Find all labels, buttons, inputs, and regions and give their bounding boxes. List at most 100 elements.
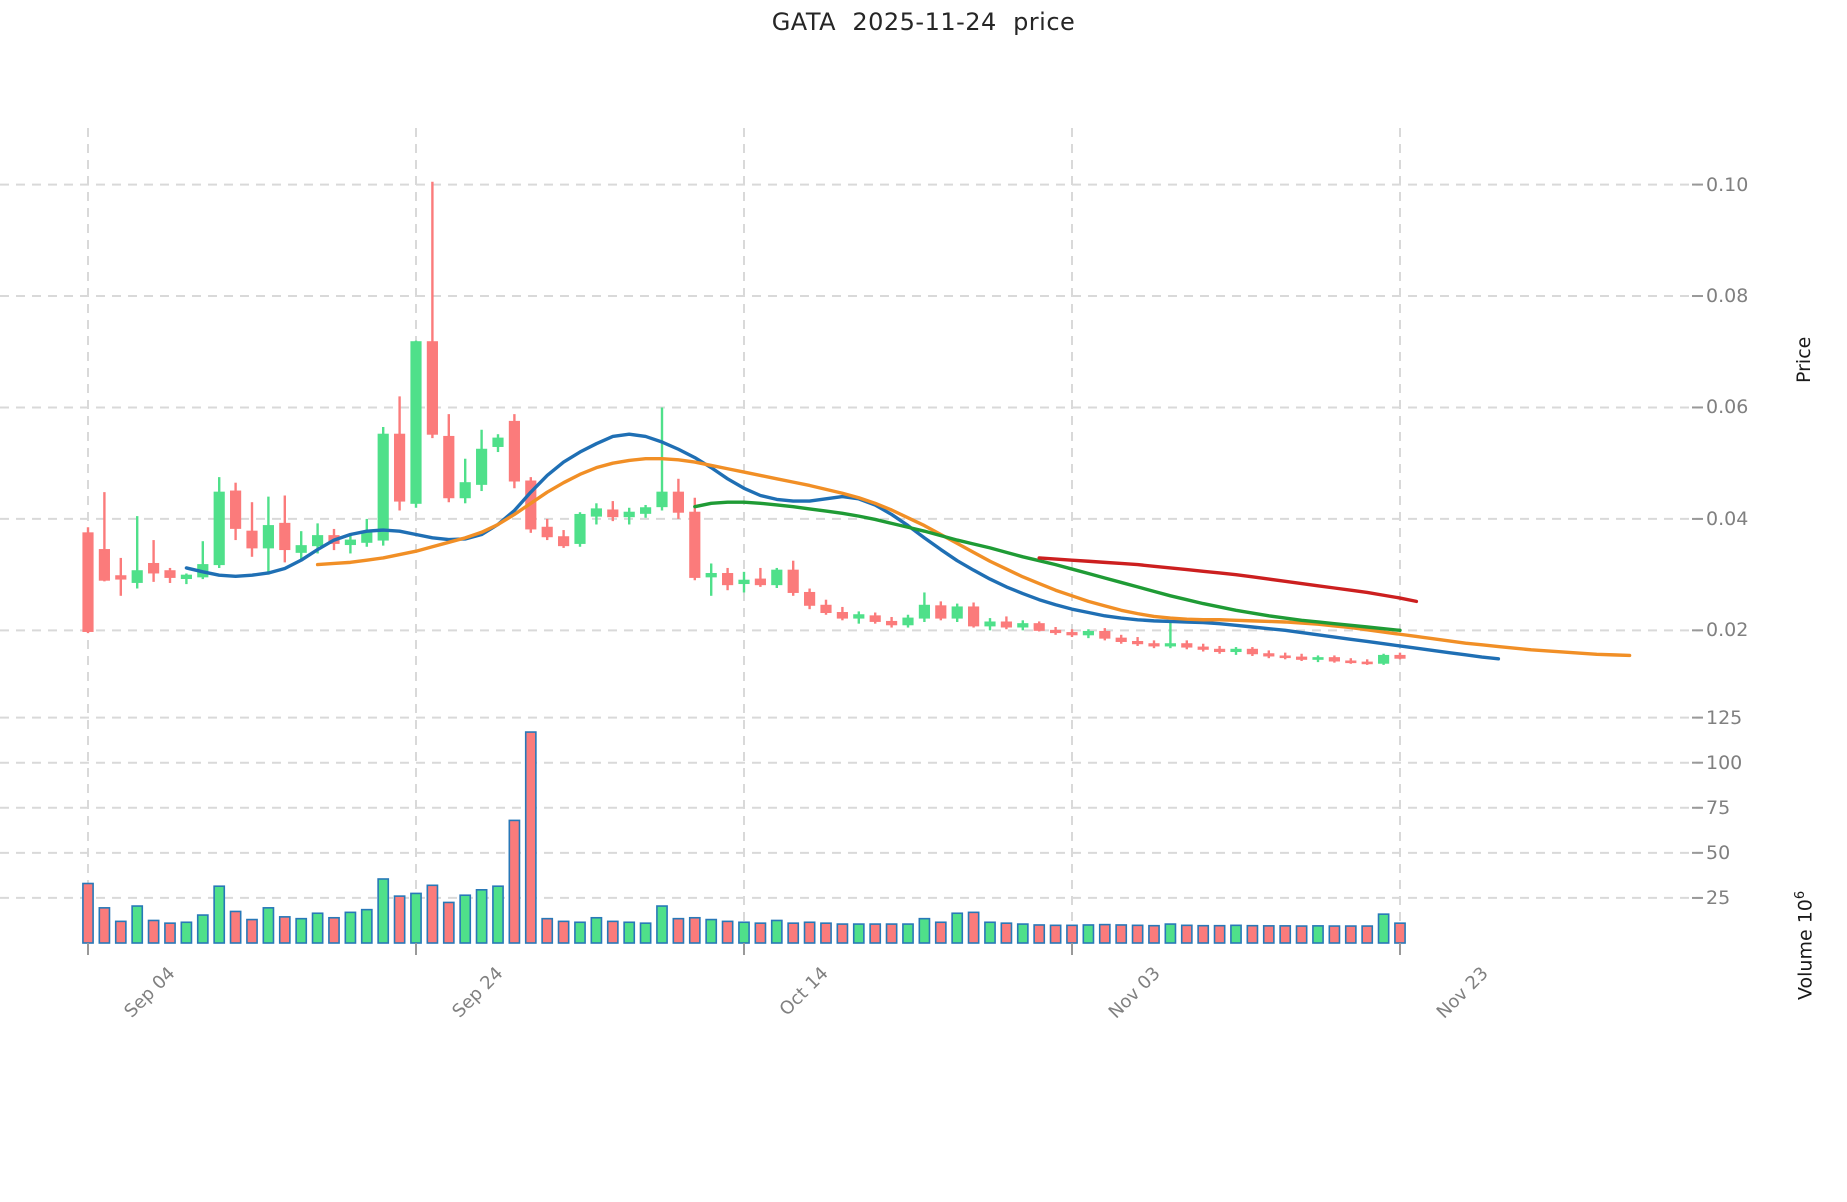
volume-bar <box>410 892 422 944</box>
candle-body <box>262 525 274 549</box>
y-tick-volume: 100 <box>1706 751 1743 774</box>
candle-body <box>279 522 291 551</box>
volume-bar <box>918 917 931 944</box>
volume-bar <box>984 921 996 944</box>
moving-average-lines <box>184 432 1632 661</box>
candle-body <box>344 539 356 546</box>
volume-bar <box>360 908 373 944</box>
page-title: GATA 2025-11-24 price <box>771 8 1076 36</box>
candle-body <box>951 606 963 619</box>
candle-body <box>869 615 881 622</box>
volume-bar <box>902 923 914 944</box>
candle-body <box>1148 643 1160 647</box>
volume-bar <box>705 918 718 944</box>
candle-body <box>377 433 389 541</box>
candle-body <box>1345 660 1357 664</box>
volume-bar <box>1230 924 1242 944</box>
candle-body <box>689 511 701 578</box>
candle-body <box>1394 654 1406 659</box>
candle-body <box>804 591 816 606</box>
candle-body <box>574 513 586 544</box>
candle-body <box>1263 653 1275 657</box>
volume-bar <box>524 731 537 944</box>
volume-bar <box>1361 925 1374 944</box>
candle-body <box>394 433 406 502</box>
candle-body <box>476 448 488 485</box>
candle-body <box>984 621 996 627</box>
candle-body <box>82 532 94 632</box>
candle-body <box>672 491 684 513</box>
candle-body <box>1296 656 1308 660</box>
candle-body <box>836 612 848 619</box>
candle-body <box>1361 661 1373 665</box>
candle-body <box>1328 657 1340 662</box>
candle-body <box>541 526 553 538</box>
volume-bar <box>1312 925 1324 944</box>
volume-bar <box>721 920 734 944</box>
volume-bar <box>1016 923 1029 944</box>
volume-bar <box>1164 923 1177 944</box>
candle-body <box>558 536 570 547</box>
volume-bar <box>1279 925 1292 944</box>
volume-bar <box>1328 925 1341 944</box>
candle-body <box>1214 648 1226 653</box>
volume-bar <box>393 895 406 944</box>
y-tick-price: 0.04 <box>1706 507 1749 530</box>
candle-body <box>656 491 668 508</box>
volume-bar <box>1131 924 1144 944</box>
volume-bar <box>475 889 488 944</box>
volume-bar <box>1115 924 1128 944</box>
candle-body <box>705 573 717 578</box>
volume-bar <box>1344 925 1357 944</box>
candle-body <box>640 507 652 514</box>
candle-body <box>164 570 176 578</box>
volume-bar <box>213 885 226 944</box>
candle-body <box>492 437 504 447</box>
y-tick-price: 0.08 <box>1706 285 1749 308</box>
volume-bar <box>770 919 783 944</box>
candle-body <box>410 341 422 504</box>
volume-bar <box>639 922 652 944</box>
candle-body <box>886 620 898 626</box>
volume-bar <box>967 911 980 944</box>
volume-bar <box>672 917 685 944</box>
ma-line-ma_short <box>184 432 1501 661</box>
candle-body <box>1197 646 1209 650</box>
candle-body <box>1000 621 1012 628</box>
volume-series <box>82 731 1406 944</box>
candle-body <box>1279 655 1291 659</box>
volume-bar <box>934 921 947 944</box>
volume-bar <box>820 922 832 944</box>
candle-body <box>426 341 438 435</box>
volume-bar <box>590 916 603 944</box>
gridlines <box>0 128 1700 943</box>
volume-bar <box>164 922 176 944</box>
volume-bar <box>1049 924 1062 944</box>
candle-body <box>754 578 766 586</box>
candle-body <box>1050 629 1062 634</box>
axis-tick-marks <box>87 183 1703 955</box>
candle-body <box>935 605 947 619</box>
candle-body <box>115 575 127 580</box>
candle-body <box>1115 637 1127 642</box>
candle-body <box>1033 623 1045 631</box>
candle-body <box>295 545 307 553</box>
candle-body <box>968 606 980 627</box>
volume-bar <box>114 920 127 944</box>
volume-bar <box>147 919 160 944</box>
volume-bar <box>1098 923 1111 944</box>
volume-bar <box>131 905 144 944</box>
candle-body <box>459 482 471 499</box>
candle-body <box>246 530 258 549</box>
candle-body <box>508 420 520 482</box>
candle-body <box>1181 643 1193 648</box>
volume-axis-exponent: 6 <box>1793 890 1808 900</box>
volume-axis-label: Volume 106 <box>1793 891 1816 1000</box>
volume-bar <box>1262 925 1275 944</box>
candle-body <box>722 573 734 586</box>
candle-body <box>787 569 799 593</box>
volume-bar <box>377 878 390 944</box>
volume-bar <box>787 922 800 944</box>
volume-bar <box>574 921 586 944</box>
